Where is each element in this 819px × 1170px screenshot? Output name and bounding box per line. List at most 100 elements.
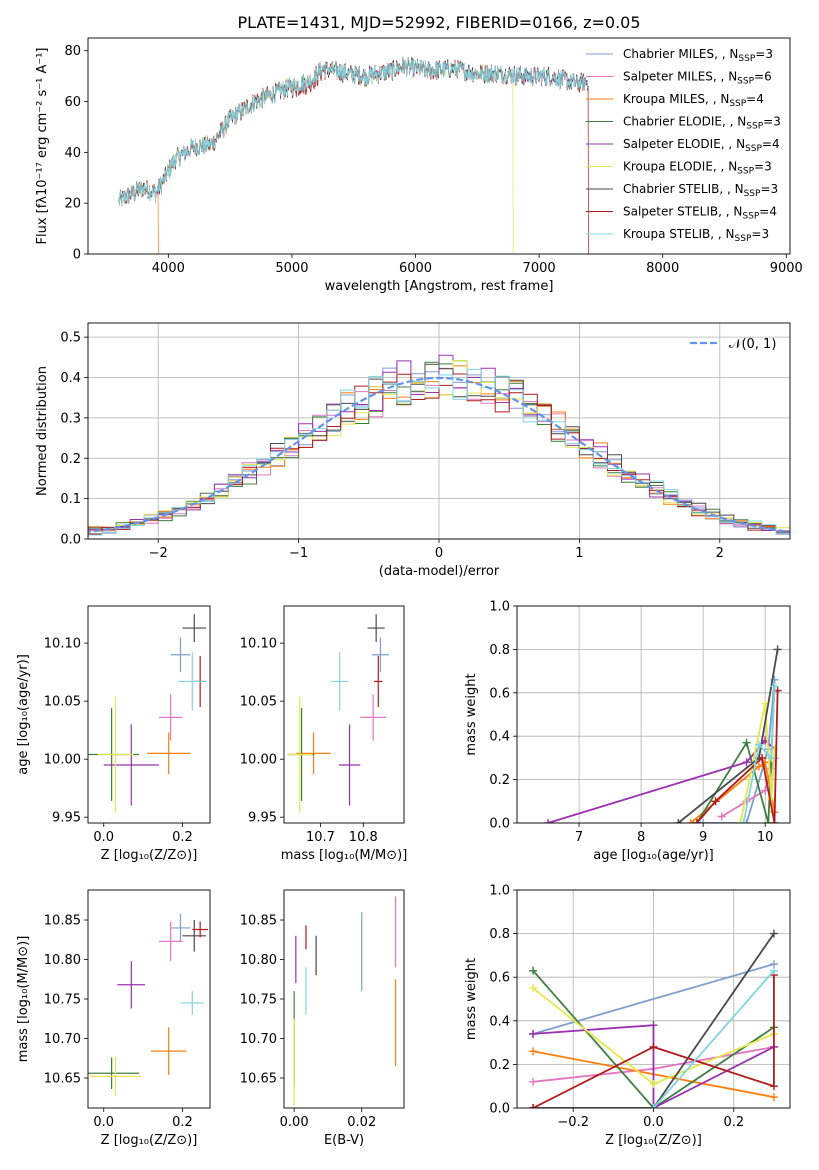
axes-frame [283,889,405,1109]
legend-n: N [737,115,746,129]
weight-point-marker [692,819,701,823]
axes-frame [87,322,791,540]
legend-sub: SSP [744,189,761,199]
weight-point-marker [767,753,776,762]
x-tick-label: 8 [637,830,645,845]
weight-point-marker [686,819,695,823]
legend-sub: SSP [745,144,762,154]
y-tick-label: 10.00 [44,753,81,768]
x-tick-label: 2 [716,546,724,561]
weight-series-line [533,933,775,1108]
x-tick-label: 0.2 [723,1115,744,1130]
x-tick-label: 7000 [523,261,556,276]
y-tick-label: 40 [64,146,81,161]
y-tick-label: 10.75 [240,993,277,1008]
legend-n: N [728,160,737,174]
weight-point-marker [529,1047,538,1056]
x-tick-label: 0.2 [172,830,193,845]
legend-name: Chabrier ELODIE, [623,115,730,129]
age-vs-mass-panel: 10.7 10.8 9.95 10.00 10.05 10.10 mass [log₁₀(M… [240,605,408,863]
legend-value: 4 [769,205,777,219]
weight-vs-age-plot-area [544,645,782,823]
residuals-panel: −2 −1 0 1 2 0.0 0.1 0.2 0.3 0.4 0.5 (data-model)/er… [35,322,791,579]
legend-n: N [733,205,742,219]
legend-eq: = [759,205,769,219]
weight-vs-Z-panel: −0.2 0.0 0.2 0.0 0.2 0.4 0.6 0.8 1.0 Z [log₁₀(Z/Z… [464,884,791,1148]
legend-n: N [728,70,737,84]
legend-entry: Chabrier MILES, , NSSP=3 [623,47,773,64]
x-axis-label: Z [log₁₀(Z/Z⊙)] [101,848,198,863]
y-tick-label: 9.95 [52,811,81,826]
y-axis-label: mass weight [464,958,479,1040]
weight-point-marker [767,795,776,804]
y-tick-label: 0.8 [489,927,510,942]
y-axis-label: mass [log₁₀(M/M⊙)] [16,936,31,1063]
weight-series-line [532,970,775,1108]
legend-sub: SSP [746,122,763,132]
y-tick-label: 60 [64,95,81,110]
y-tick-label: 0 [73,248,81,263]
weight-point-marker [649,1104,658,1108]
x-tick-label: 9 [699,830,707,845]
x-tick-label: 5000 [275,261,308,276]
y-tick-label: 9.95 [248,811,277,826]
weight-point-marker [711,797,720,806]
x-axis-label: mass [log₁₀(M/M⊙)] [281,848,408,863]
y-tick-label: 0.3 [60,411,81,426]
legend-value: 4 [772,137,780,151]
x-tick-label: 0.0 [643,1115,664,1130]
y-tick-label: 10.05 [44,695,81,710]
weight-point-marker [699,819,708,823]
x-tick-label: 0 [435,546,443,561]
histogram-series [88,368,790,536]
y-tick-label: 10.75 [44,993,81,1008]
legend-sep: , [721,160,729,174]
legend-eq: = [754,160,764,174]
weight-series-line [742,686,776,823]
weight-point-marker [742,819,751,823]
legend-entry: Salpeter STELIB, , NSSP=4 [623,205,777,222]
x-tick-label: 0.0 [93,1115,114,1130]
weight-point-marker [770,819,779,823]
x-tick-label: 10 [757,830,774,845]
axes-frame [87,605,211,824]
legend-sep: , [730,115,738,129]
y-axis-label: Normed distribution [35,366,50,496]
weight-series-line [696,686,776,823]
legend-sep: , [727,182,735,196]
mass-vs-ebv-plot-area [293,896,397,1106]
chart-title: PLATE=1431, MJD=52992, FIBERID=0166, z=0… [237,13,640,32]
legend-n: N [729,47,738,61]
y-tick-label: 0.4 [489,1014,510,1029]
legend-entry: Kroupa ELODIE, , NSSP=3 [623,160,772,177]
weight-point-marker [529,984,538,993]
x-tick-label: 8000 [646,261,679,276]
y-tick-label: 10.65 [240,1071,277,1086]
legend-value: 3 [761,227,769,241]
legend-eq: = [762,137,772,151]
axes-frame [87,37,791,255]
x-tick-label: −1 [289,546,308,561]
legend-eq: = [751,227,761,241]
legend-sub: SSP [735,234,752,244]
y-tick-label: 0.4 [489,730,510,745]
y-axis-label: Flux [fλ10⁻¹⁷ erg cm⁻² s⁻¹ A⁻¹] [35,48,50,245]
y-tick-label: 0.8 [489,643,510,658]
weight-point-marker [758,753,767,762]
weight-point-marker [754,762,763,771]
legend-value: 6 [764,70,772,84]
y-tick-label: 0.5 [60,331,81,346]
spectrum-plot-area [118,56,589,254]
y-tick-label: 1.0 [489,600,510,615]
legend-eq: = [760,182,770,196]
weight-point-marker [742,738,751,747]
legend-name: Salpeter ELODIE, [623,137,728,151]
weight-vs-Z-plot-area [529,929,778,1108]
legend-entry: Salpeter MILES, , NSSP=6 [623,70,772,87]
y-tick-label: 0.2 [489,773,510,788]
legend-value: 3 [771,182,779,196]
y-tick-label: 20 [64,197,81,212]
spectrum-panel: 4000 5000 6000 7000 8000 9000 0 20 40 60 80 wavelen… [35,13,803,294]
weight-point-marker [529,966,538,975]
